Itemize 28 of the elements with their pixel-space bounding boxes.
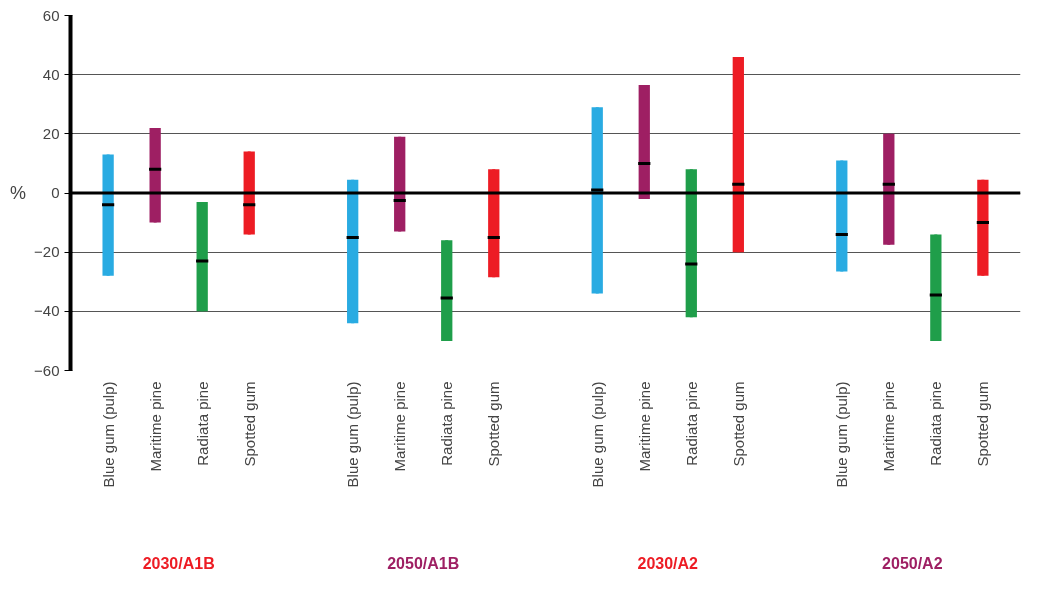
x-tick-label: Spotted gum (485, 381, 503, 467)
x-tick-label: Blue gum (pulp) (344, 381, 362, 488)
y-tick-label: −20 (34, 243, 60, 261)
x-tick-label: Blue gum (pulp) (99, 381, 117, 488)
x-tick-label: Maritime pine (880, 381, 898, 472)
x-tick-label: Spotted gum (240, 381, 258, 467)
x-tick-label: Radiata pine (438, 381, 456, 466)
y-tick-label: 40 (42, 65, 60, 83)
x-tick-label: Maritime pine (391, 381, 409, 472)
x-tick-label: Maritime pine (635, 381, 653, 472)
text: 2030/A2 (637, 554, 699, 572)
y-tick-label: −60 (34, 361, 60, 379)
text: 2030/A1B (142, 554, 215, 572)
x-tick-label: Spotted gum (974, 381, 992, 467)
x-tick-label: Blue gum (pulp) (833, 381, 851, 488)
x-tick-label: Blue gum (pulp) (588, 381, 606, 488)
x-tick-label: Radiata pine (682, 381, 700, 466)
x-tick-label: Maritime pine (146, 381, 164, 472)
text: 2050/A1B (387, 554, 460, 572)
x-tick-label: Spotted gum (729, 381, 747, 467)
x-tick-label: Radiata pine (927, 381, 945, 466)
y-tick-label: 20 (42, 124, 60, 142)
y-tick-label: 60 (42, 6, 60, 24)
y-tick-label: −40 (34, 302, 60, 320)
y-tick-label: 0 (51, 184, 60, 201)
x-tick-label: Radiata pine (193, 381, 211, 466)
y-axis-title: % (10, 183, 27, 203)
text: 2050/A2 (882, 554, 943, 572)
